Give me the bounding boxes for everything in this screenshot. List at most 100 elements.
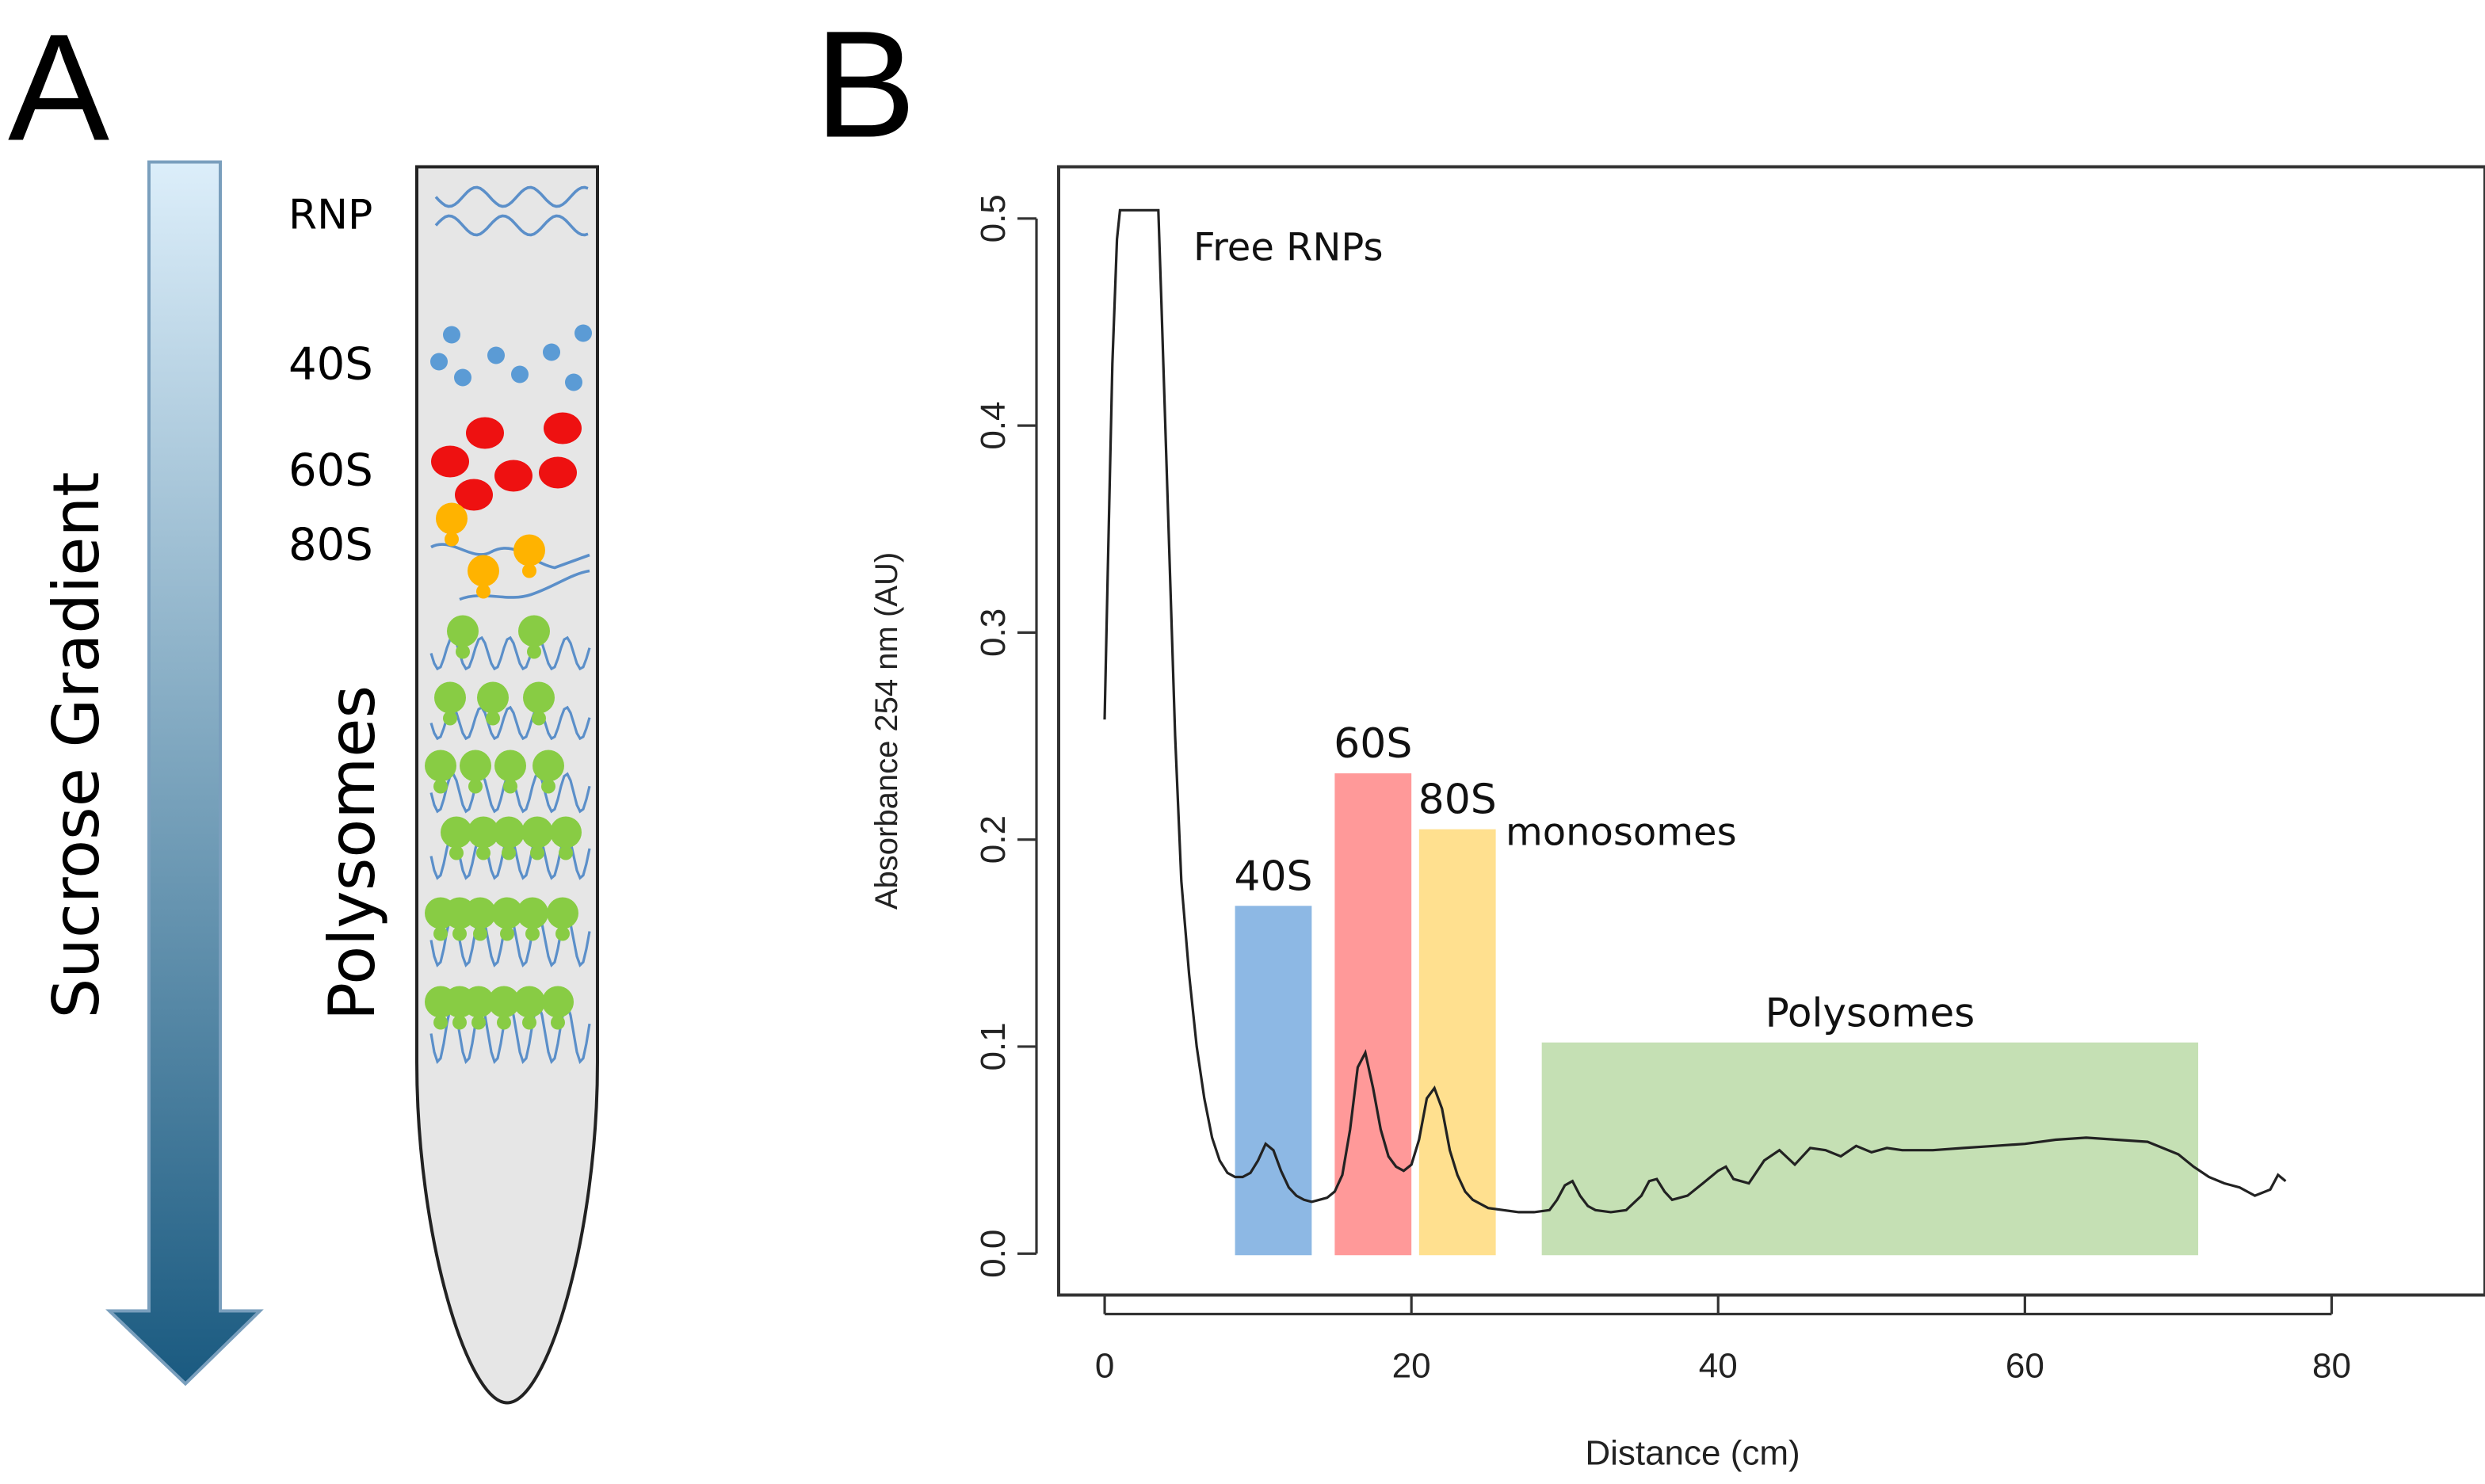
subunit-40s	[454, 368, 471, 387]
polysome-ribosome	[464, 897, 496, 929]
band-label-40s: 40S	[288, 339, 373, 391]
polysome-ribosome	[491, 897, 523, 929]
tube-contents	[425, 185, 592, 1064]
region-bar-40s	[1235, 906, 1312, 1256]
polysome-ribosome	[523, 681, 555, 714]
region-label-polysomes: Polysomes	[1765, 990, 1975, 1036]
subunit-60s	[494, 460, 532, 492]
subunit-60s	[539, 456, 577, 489]
sucrose-gradient-label: Sucrose Gradient	[40, 471, 113, 1018]
monosome-80s	[436, 502, 468, 535]
y-tick-label: 0.4	[974, 402, 1013, 450]
region-bar-80s	[1418, 829, 1496, 1256]
subunit-60s	[466, 417, 504, 449]
polysomes-vertical-label: Polysomes	[315, 685, 389, 1020]
polysome-ribosome	[452, 1015, 467, 1030]
mrna-strand	[429, 705, 591, 741]
polysome-ribosome	[551, 1015, 565, 1030]
polysome-ribosome	[468, 816, 499, 849]
y-tick-label: 0.1	[974, 1022, 1013, 1070]
x-tick-label: 40	[1699, 1347, 1738, 1386]
subunit-60s	[455, 479, 493, 511]
sucrose-gradient-arrow	[105, 160, 264, 1387]
region-label-60s: 60S	[1334, 720, 1412, 768]
polysome-ribosome	[530, 845, 544, 860]
subunit-40s	[487, 346, 505, 364]
polysome-ribosome	[527, 644, 541, 659]
monosome-80s	[445, 532, 459, 547]
polysome-ribosome	[542, 986, 574, 1018]
polysome-ribosome	[463, 986, 494, 1018]
y-tick-label: 0.3	[974, 608, 1013, 657]
subunit-40s	[565, 373, 582, 391]
polysome-ribosome	[555, 926, 570, 941]
polysome-ribosome	[433, 1015, 448, 1030]
polysome-ribosome	[532, 750, 564, 782]
rnp-strand	[434, 185, 589, 208]
polysome-ribosome	[488, 986, 520, 1018]
polysome-ribosome	[456, 644, 470, 659]
polysome-ribosome	[532, 711, 546, 726]
polysome-ribosome	[477, 681, 509, 714]
polysome-ribosome	[441, 816, 472, 849]
polysome-ribosome	[434, 681, 466, 714]
subunit-40s	[574, 324, 592, 342]
polysome-ribosome	[503, 779, 517, 794]
panel-b-label: B	[815, 0, 916, 170]
polysome-ribosome	[433, 926, 448, 941]
subunit-60s	[431, 445, 469, 478]
region-bar-polysomes	[1541, 1042, 2199, 1256]
monosome-80s	[522, 563, 536, 578]
annotation-free-rnps: Free RNPs	[1193, 226, 1383, 270]
region-label-40s: 40S	[1234, 853, 1312, 900]
y-tick-label: 0.0	[974, 1230, 1013, 1278]
mrna-strand	[429, 635, 591, 671]
polysome-ribosome	[449, 845, 464, 860]
polysome-ribosome	[497, 1015, 511, 1030]
panel-b: B 0 20 40 60 80 0.0 0.1 0.2 0.3 0.4 0.5 Distance (c…	[815, 0, 2485, 1473]
polysome-ribosome	[500, 926, 514, 941]
annotation-monosomes: monosomes	[1506, 811, 1737, 855]
polysome-ribosome	[513, 986, 545, 1018]
polysome-ribosome	[521, 816, 553, 849]
y-tick-label: 0.5	[974, 194, 1013, 242]
panel-a: A Sucrose Gradient Polysomes RNP 40S 60S…	[8, 2, 599, 1405]
plot-frame	[1057, 165, 2485, 1297]
panel-a-label: A	[8, 2, 109, 173]
polysome-ribosome	[452, 926, 467, 941]
polysome-ribosome	[425, 750, 456, 782]
polysome-ribosome	[559, 845, 573, 860]
polysome-ribosome	[494, 750, 526, 782]
polysome-ribosome	[517, 897, 548, 929]
y-tick-label: 0.2	[974, 815, 1013, 864]
subunit-40s	[511, 365, 529, 383]
monosome-80s	[513, 534, 545, 567]
monosome-80s	[476, 584, 491, 599]
polysome-ribosome	[550, 816, 582, 849]
polysome-ribosome	[473, 926, 487, 941]
gradient-arrow-shape	[105, 160, 264, 1387]
x-tick-label: 0	[1095, 1347, 1114, 1386]
band-label-rnp: RNP	[288, 192, 372, 239]
region-label-80s: 80S	[1418, 776, 1497, 824]
x-tick-label: 20	[1392, 1347, 1431, 1386]
monosome-80s	[468, 555, 499, 587]
x-axis-label: Distance (cm)	[1585, 1434, 1800, 1473]
subunit-60s	[544, 412, 582, 444]
y-axis-label: Absorbance 254 nm (AU)	[869, 552, 904, 910]
region-bar-60s	[1334, 773, 1412, 1256]
polysome-ribosome	[547, 897, 578, 929]
absorbance-trace	[1103, 208, 2287, 1214]
polysome-ribosome	[522, 1015, 536, 1030]
polysome-ribosome	[468, 779, 483, 794]
subunit-40s	[430, 353, 448, 371]
band-label-60s: 60S	[288, 445, 373, 497]
subunit-40s	[443, 326, 460, 344]
polysome-ribosome	[518, 615, 550, 647]
polysome-ribosome	[541, 779, 555, 794]
polysome-ribosome	[525, 926, 540, 941]
x-tick-label: 80	[2312, 1347, 2351, 1386]
polysome-ribosome	[443, 711, 457, 726]
x-tick-label: 60	[2006, 1347, 2044, 1386]
